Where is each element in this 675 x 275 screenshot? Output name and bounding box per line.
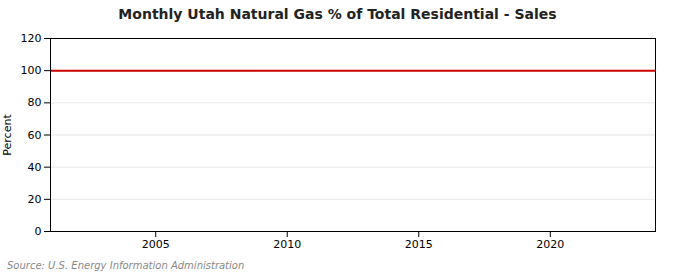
svg-text:2020: 2020 [536, 238, 564, 251]
svg-text:2005: 2005 [142, 238, 170, 251]
svg-text:60: 60 [28, 129, 42, 142]
svg-text:100: 100 [21, 64, 42, 77]
svg-text:0: 0 [35, 225, 42, 238]
svg-text:Percent: Percent [1, 114, 14, 156]
svg-text:2010: 2010 [273, 238, 301, 251]
svg-text:2015: 2015 [405, 238, 433, 251]
svg-text:80: 80 [28, 96, 42, 109]
svg-text:120: 120 [21, 32, 42, 45]
svg-text:20: 20 [28, 193, 42, 206]
html-text:Source: U.S. Energy Informatio: Source: U.S. Energy Information Administ… [7, 260, 245, 271]
html-text:Monthly Utah Natural Gas % of: Monthly Utah Natural Gas % of Total Resi… [118, 6, 557, 22]
svg-text:40: 40 [28, 161, 42, 174]
